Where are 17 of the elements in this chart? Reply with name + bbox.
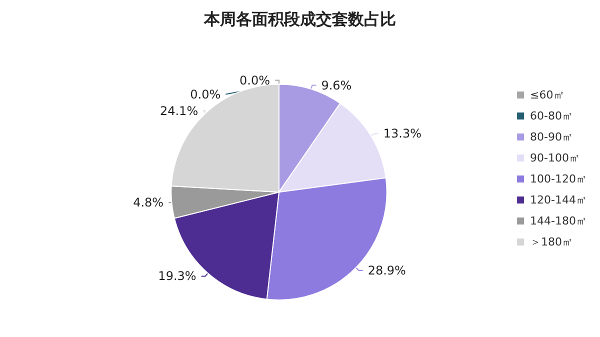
chart-title: 本周各面积段成交套数占比: [203, 10, 396, 28]
legend-label: ≤60㎡: [530, 88, 564, 102]
data-label: 13.3%: [383, 126, 422, 141]
legend-label: ＞180㎡: [530, 236, 574, 248]
data-label: 19.3%: [158, 269, 196, 284]
data-label: 4.8%: [133, 196, 164, 210]
legend-label: 120-144㎡: [530, 194, 588, 206]
text: 0.0%: [190, 87, 221, 102]
data-label: 28.9%: [368, 263, 406, 278]
legend-label: 60-80㎡: [530, 110, 574, 122]
legend-label: 100-120㎡: [530, 172, 588, 186]
data-label: 9.6%: [321, 78, 352, 92]
data-label: 24.1%: [160, 104, 198, 118]
legend-label: 144-180㎡: [530, 214, 588, 228]
legend-label: 80-90㎡: [530, 130, 574, 144]
text: 0.0%: [240, 73, 270, 88]
legend-label: 90-100㎡: [530, 152, 580, 164]
